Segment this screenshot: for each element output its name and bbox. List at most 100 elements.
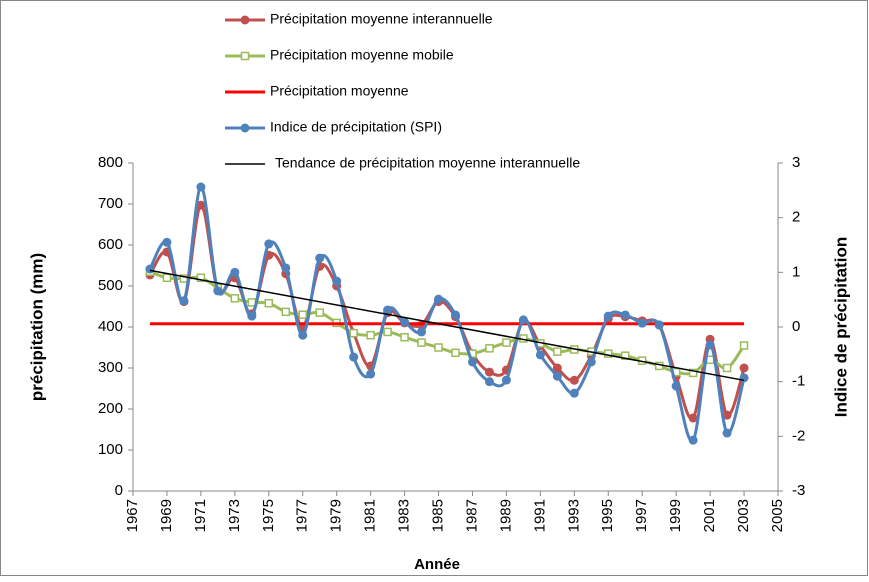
- x-tick-label: 1969: [158, 499, 175, 532]
- legend-label: Précipitation moyenne mobile: [270, 47, 454, 63]
- y-tick-label: 300: [98, 359, 123, 376]
- data-point: [739, 373, 749, 383]
- data-point: [553, 347, 562, 356]
- data-point: [298, 330, 308, 340]
- x-tick-label: 1983: [396, 499, 413, 532]
- y-tick-label: 500: [98, 277, 123, 294]
- data-point: [739, 363, 749, 373]
- data-point: [298, 310, 307, 319]
- data-point: [366, 369, 376, 379]
- y-tick-label: 100: [98, 441, 123, 458]
- data-point: [518, 315, 528, 325]
- data-point: [417, 327, 427, 337]
- x-tick-label: 1993: [565, 499, 582, 532]
- y-tick-label: 200: [98, 400, 123, 417]
- y-tick-label: 400: [98, 318, 123, 335]
- legend-label: Précipitation moyenne: [270, 83, 409, 99]
- data-point: [620, 351, 630, 360]
- data-point: [569, 388, 579, 398]
- x-tick-label: 1995: [599, 499, 616, 532]
- data-point: [332, 276, 342, 286]
- data-point: [196, 182, 206, 192]
- data-point: [654, 320, 664, 330]
- data-point: [603, 311, 613, 321]
- data-point: [400, 333, 409, 342]
- y2-tick-label: -2: [792, 427, 805, 444]
- data-point: [485, 344, 494, 353]
- data-point: [349, 328, 358, 338]
- data-point: [451, 310, 460, 320]
- y2-tick-label: 1: [792, 263, 800, 280]
- x-tick-label: 1991: [531, 499, 548, 532]
- x-tick-label: 1985: [429, 499, 446, 532]
- y2-tick-label: -3: [792, 482, 805, 499]
- data-point: [315, 253, 325, 263]
- x-tick-label: 1975: [260, 499, 277, 532]
- data-point: [417, 338, 426, 347]
- y-tick-label: 700: [98, 195, 123, 212]
- data-point: [722, 410, 732, 420]
- x-tick-label: 2003: [735, 499, 752, 532]
- y-tick-label: 600: [98, 236, 123, 253]
- y-tick-label: 0: [115, 482, 123, 499]
- data-point: [620, 310, 630, 320]
- data-point: [213, 286, 223, 296]
- data-point: [502, 338, 511, 347]
- data-point: [722, 428, 732, 438]
- data-point: [688, 435, 698, 445]
- data-point: [688, 413, 698, 423]
- legend-marker: [240, 15, 250, 25]
- x-tick-label: 1989: [497, 499, 514, 532]
- data-point: [383, 305, 393, 315]
- data-point: [637, 318, 647, 328]
- data-point: [501, 375, 511, 385]
- data-point: [230, 294, 240, 303]
- data-point: [451, 348, 460, 358]
- y2-axis-title: Indice de précipitation: [831, 237, 850, 417]
- data-point: [162, 273, 172, 283]
- x-tick-label: 1977: [294, 499, 311, 532]
- x-tick-label: 1971: [192, 499, 209, 532]
- legend-marker: [240, 51, 250, 61]
- data-point: [349, 352, 359, 362]
- legend-marker: [240, 123, 250, 133]
- data-point: [264, 239, 274, 249]
- y2-tick-label: -1: [792, 373, 805, 390]
- data-point: [145, 264, 155, 274]
- data-point: [366, 330, 375, 340]
- y-tick-label: 800: [98, 154, 123, 171]
- data-point: [552, 363, 562, 373]
- data-point: [552, 371, 562, 381]
- data-point: [281, 263, 291, 273]
- data-point: [264, 298, 274, 308]
- data-point: [196, 200, 206, 210]
- legend-label: Précipitation moyenne interannuelle: [270, 11, 493, 27]
- data-point: [467, 357, 477, 367]
- x-tick-label: 1973: [226, 499, 243, 532]
- x-axis-title: Année: [414, 556, 460, 573]
- x-tick-label: 2001: [701, 499, 718, 532]
- data-point: [179, 296, 189, 306]
- data-point: [604, 349, 613, 358]
- data-point: [586, 357, 596, 367]
- data-point: [383, 327, 392, 337]
- data-point: [671, 381, 681, 391]
- x-tick-label: 1997: [633, 499, 650, 532]
- x-tick-label: 1999: [667, 499, 684, 532]
- legend-label: Indice de précipitation (SPI): [270, 119, 442, 135]
- data-point: [484, 377, 494, 387]
- data-point: [705, 340, 715, 350]
- data-point: [230, 267, 240, 277]
- data-point: [162, 237, 172, 247]
- data-point: [484, 367, 494, 377]
- data-point: [434, 343, 443, 352]
- x-tick-label: 1967: [124, 499, 141, 532]
- data-point: [722, 363, 732, 373]
- data-point: [281, 307, 291, 317]
- data-point: [688, 368, 698, 378]
- series-line: [149, 269, 745, 382]
- data-point: [315, 308, 324, 317]
- data-point: [535, 350, 545, 360]
- x-tick-label: 1981: [362, 499, 379, 532]
